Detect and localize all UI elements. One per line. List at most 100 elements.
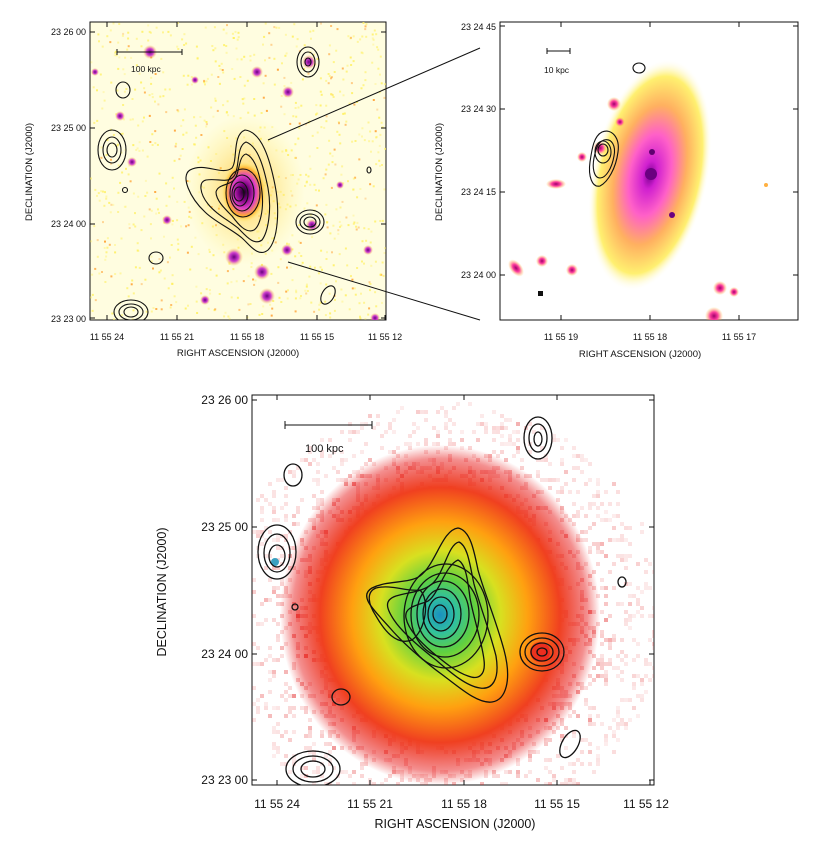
speckle [356,196,359,199]
speckle [270,272,273,275]
speckle [205,121,208,123]
xray-pixel [248,514,252,518]
xray-pixel [272,494,276,498]
xray-pixel [572,454,576,458]
xray-pixel [516,770,520,774]
xray-pixel [504,770,508,774]
xray-pixel [408,446,412,450]
xray-pixel [528,770,532,774]
speckle [119,272,122,275]
speckle [307,72,310,75]
speckle [222,71,225,74]
xray-pixel [304,458,308,462]
xray-pixel [252,662,256,666]
xray-pixel [288,738,292,742]
scale-bar [546,48,571,54]
xray-pixel [544,766,548,770]
xray-pixel [596,662,600,666]
speckle [332,61,335,64]
xray-pixel [320,450,324,454]
speckle [160,299,163,302]
speckle [378,116,381,119]
speckle [233,77,236,80]
xray-pixel [560,738,564,742]
xray-pixel [276,594,280,598]
xray-pixel [556,498,560,502]
x-axis-label: RIGHT ASCENSION (J2000) [375,817,536,831]
xray-pixel [596,542,600,546]
speckle [195,300,198,303]
xray-pixel [528,754,532,758]
xray-pixel [580,738,584,742]
speckle [351,287,354,290]
speckle [295,291,298,294]
speckle [203,119,206,122]
speckle [163,277,166,280]
xray-pixel [248,510,252,514]
speckle [381,301,383,304]
speckle [320,126,323,129]
speckle [162,95,165,98]
xray-pixel [656,606,660,610]
xray-pixel [644,582,648,586]
xray-pixel [248,594,252,598]
speckle [364,79,367,82]
xray-pixel [580,506,584,510]
speckle [330,76,333,79]
xray-pixel [616,722,620,726]
xray-pixel [308,462,312,466]
xray-pixel [264,498,268,502]
xray-pixel [328,438,332,442]
speckle [136,242,139,245]
speckle [165,204,168,207]
xray-pixel [264,598,268,602]
xray-pixel [252,590,256,594]
speckle [155,26,158,29]
speckle [337,232,340,235]
xray-pixel [552,774,556,778]
speckle [227,114,230,117]
xray-pixel [584,738,588,742]
xray-pixel [280,734,284,738]
xray-pixel [252,614,256,618]
xray-pixel [268,670,272,674]
xray-pixel [260,530,264,534]
xray-pixel [564,782,568,785]
speckle [104,191,106,194]
speckle [165,111,168,114]
xray-pixel [608,502,612,506]
xray-pixel [500,782,504,785]
speckle [141,120,144,123]
speckle [187,224,190,227]
speckle [189,268,192,271]
xray-pixel [368,790,372,794]
speckle [369,283,372,285]
xray-pixel [292,694,296,698]
speckle [128,223,131,226]
speckle [235,280,238,283]
xray-pixel [440,406,444,410]
xray-pixel [544,458,548,462]
optical-image [508,58,768,320]
speckle [109,29,112,32]
xray-pixel [580,530,584,534]
speckle [362,22,365,24]
xray-pixel [628,602,632,606]
speckle [350,64,353,66]
xray-pixel [632,658,636,662]
xray-pixel [368,414,372,418]
xray-pixel [436,410,440,414]
xray-pixel [244,698,248,702]
xray-pixel [552,434,556,438]
xray-pixel [312,758,316,762]
xray-pixel [576,510,580,514]
xray-pixel [640,682,644,686]
xray-pixel [376,422,380,426]
xray-pixel [272,674,276,678]
xray-pixel [548,782,552,785]
speckle [182,119,185,122]
speckle [352,177,355,180]
xray-pixel [280,554,284,558]
speckle [307,175,310,178]
speckle [246,79,249,82]
